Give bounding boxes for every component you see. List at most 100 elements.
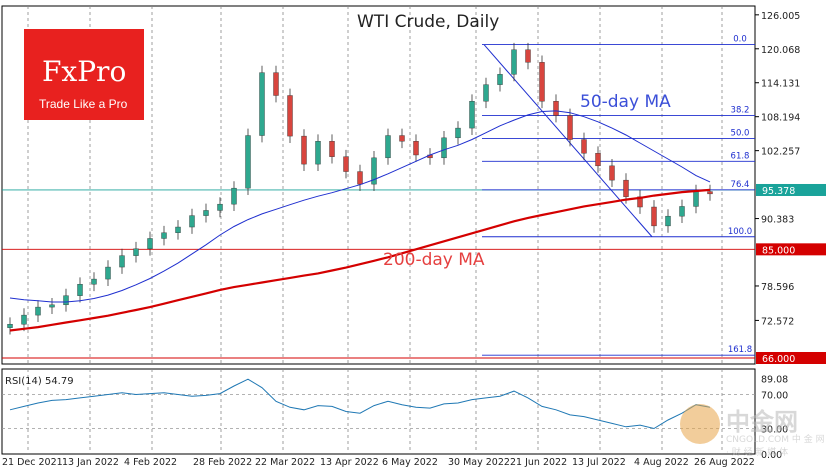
candle-body [119, 255, 125, 268]
candle-body [105, 266, 111, 280]
candle-body [371, 157, 377, 185]
ma50-line [9, 110, 711, 303]
level-label: 66.000 [762, 354, 795, 365]
candle-body [609, 165, 615, 181]
ma50-label: 50-day MA [580, 92, 671, 112]
fib-label: 61.8 [731, 151, 750, 161]
fib-trendline [483, 44, 653, 238]
candle-body [357, 171, 363, 185]
candle-body [441, 137, 447, 159]
candle-body [567, 115, 573, 140]
current-price-label: 95.378 [762, 186, 795, 197]
candle-body [161, 232, 167, 239]
candle-body [399, 135, 405, 142]
candle-body [77, 284, 83, 296]
ma200-line [9, 188, 711, 332]
candle-body [665, 215, 671, 227]
levels: 85.000 66.000 95.378 [2, 183, 826, 365]
level-badge [756, 243, 826, 256]
y-tick-label: 120.068 [761, 45, 800, 56]
candle-body [637, 196, 643, 208]
candle-body [7, 324, 13, 328]
candle-body [301, 135, 307, 165]
current-price-badge [756, 183, 826, 196]
x-tick-label: 21 Dec 2021 [2, 457, 63, 468]
x-tick-label: 30 May 2022 [448, 457, 510, 468]
ma200-label: 200-day MA [383, 250, 485, 270]
x-tick-label: 13 Apr 2022 [320, 457, 379, 468]
y-tick-label: 126.005 [761, 11, 800, 22]
candle-body [245, 135, 251, 189]
candle-body [91, 278, 97, 285]
candle-body [231, 187, 237, 205]
fib-label: 50.0 [731, 128, 750, 138]
candle-body [693, 191, 699, 207]
candle-body [469, 101, 475, 129]
candle-body [623, 179, 629, 197]
candle-body [581, 139, 587, 154]
rsi-tick-label: 0.00 [761, 450, 782, 461]
candle-body [539, 62, 545, 102]
candle-body [651, 206, 657, 227]
y-tick-label: 114.131 [761, 79, 800, 90]
candle-body [553, 101, 559, 116]
watermark-coin-icon [680, 404, 720, 444]
candle-body [679, 206, 685, 217]
y-tick-label: 102.257 [761, 147, 800, 158]
candle-body [147, 238, 153, 249]
x-tick-label: 4 Aug 2022 [634, 457, 689, 468]
candle-body [273, 72, 279, 96]
fib-label: 0.0 [733, 35, 747, 45]
y-axis: 126.005 120.068 114.131 108.194 102.257 90.38… [755, 11, 800, 327]
candle-body [329, 141, 335, 157]
rsi-tick-label: 30.00 [761, 425, 788, 436]
candle-body [63, 295, 69, 306]
rsi-panel [1, 368, 756, 455]
candle-body [413, 141, 419, 156]
rsi-tick-label: 89.08 [761, 374, 788, 385]
fib-label: 161.8 [728, 345, 752, 355]
candle-body [385, 135, 391, 159]
watermark-en: CNGOLD.COM 中 金 网 · 财 经 新 媒 体 [726, 435, 825, 458]
candle-body [707, 191, 713, 195]
logo-tagline: Trade Like a Pro [39, 97, 128, 111]
watermark-cn: 中金网 [726, 408, 798, 436]
moving-averages [9, 110, 711, 332]
candle-body [483, 84, 489, 102]
y-tick-label: 108.194 [761, 113, 800, 124]
x-tick-label: 4 Feb 2022 [124, 457, 177, 468]
rsi-tick-label: 70.00 [761, 391, 788, 402]
candle-body [343, 156, 349, 172]
candle-body [315, 141, 321, 165]
x-tick-label: 13 Jan 2022 [62, 457, 119, 468]
fxpro-logo: FxPro Trade Like a Pro [24, 29, 144, 120]
x-tick-label: 6 May 2022 [382, 457, 438, 468]
y-tick-label: 90.383 [761, 215, 794, 226]
x-axis: 21 Dec 2021 13 Jan 2022 4 Feb 2022 28 Feb 2… [2, 457, 755, 468]
candles [7, 42, 713, 335]
candle-body [35, 306, 41, 316]
rsi-series: 89.08 70.00 30.00 0.00 [2, 374, 788, 461]
fib-label: 100.0 [728, 227, 752, 237]
fib-label: 38.2 [731, 106, 750, 116]
rsi-title: RSI(14) 54.79 [5, 376, 74, 387]
candle-body [217, 203, 223, 211]
candle-body [595, 153, 601, 167]
candle-body [203, 210, 209, 216]
fibonacci-retracement: 0.0 38.2 50.0 61.8 76.4 100.0 161.8 [482, 35, 755, 356]
y-tick-label: 78.596 [761, 282, 794, 293]
candle-body [21, 314, 27, 325]
x-tick-label: 28 Feb 2022 [193, 457, 252, 468]
rsi-line [9, 378, 711, 430]
logo-brand: FxPro [42, 55, 127, 88]
candle-body [525, 49, 531, 63]
y-tick-label: 72.572 [761, 316, 794, 327]
candle-body [497, 74, 503, 85]
x-tick-label: 26 Aug 2022 [694, 457, 755, 468]
candle-body [455, 127, 461, 139]
candle-body [511, 49, 517, 75]
x-tick-label: 13 Jul 2022 [572, 457, 626, 468]
chart-title: WTI Crude, Daily [357, 12, 499, 32]
candle-body [133, 248, 139, 256]
